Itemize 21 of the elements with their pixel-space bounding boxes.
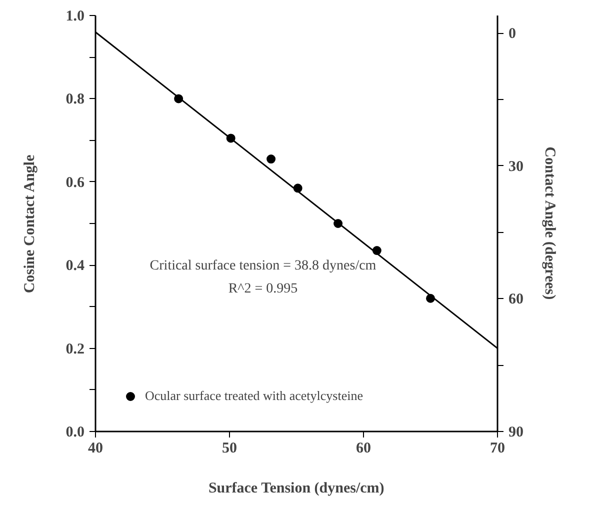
y2-tick-label: 0 (508, 26, 516, 42)
y-tick-label: 0.6 (66, 174, 85, 191)
y-tick-label: 0.4 (66, 258, 85, 274)
legend-label: Ocular surface treated with acetylcysteine (145, 388, 363, 404)
x-tick-label: 70 (490, 440, 505, 456)
y-tick-label: 0.2 (66, 341, 84, 358)
annotation: Critical surface tension = 38.8 dynes/cm (150, 258, 376, 274)
y2-tick-label: 30 (508, 158, 524, 175)
x-axis-title: Surface Tension (dynes/cm) (208, 480, 384, 496)
y2-axis-title: Contact Angle (degrees) (542, 146, 558, 300)
x-tick-label: 50 (222, 440, 237, 456)
y-tick-label: 0.0 (66, 424, 84, 440)
point (266, 154, 276, 164)
x-tick-label: 40 (88, 440, 103, 456)
annotation: R^2 = 0.995 (228, 281, 298, 296)
x-tick-label: 60 (356, 440, 371, 456)
y2-tick-label: 60 (508, 292, 524, 308)
y-tick-label: 1.0 (66, 8, 84, 24)
y-tick-label: 0.8 (66, 92, 84, 108)
y-axis-title: Cosine Contact Angle (22, 154, 38, 294)
y2-tick-label: 90 (508, 424, 524, 440)
